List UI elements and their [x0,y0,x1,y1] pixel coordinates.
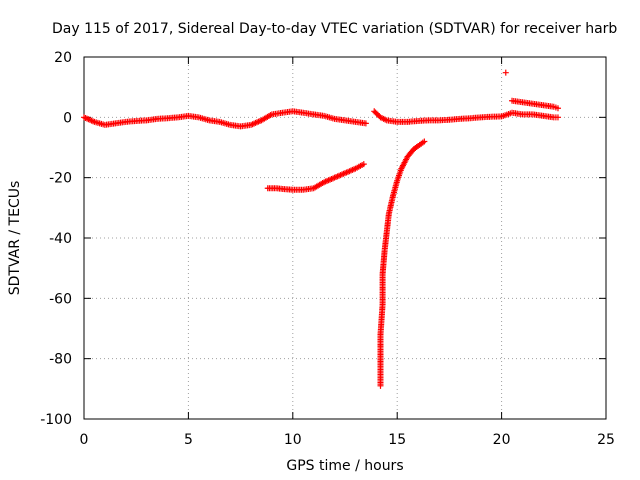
x-tick-label: 0 [80,432,89,448]
data-point [360,161,367,168]
series-trace-after-drop [371,108,561,125]
x-tick-label: 10 [284,432,302,448]
series-trace-drop [377,138,428,389]
ticks: 0 5 10 15 20 25 -100 -80 -60 -40 -20 0 20 [40,50,615,448]
y-tick-label: 20 [54,50,72,66]
x-tick-label: 5 [184,432,193,448]
x-tick-label: 20 [493,432,511,448]
data-point [554,114,561,121]
series-outlier [502,69,509,76]
x-tick-label: 25 [597,432,615,448]
y-tick-label: -100 [40,412,72,428]
data-point [554,105,561,112]
data-point [502,69,509,76]
chart-title: Day 115 of 2017, Sidereal Day-to-day VTE… [52,21,617,37]
data-points [81,69,561,389]
y-tick-label: -40 [49,231,72,247]
series-trace-upper [509,97,561,112]
x-tick-label: 15 [388,432,406,448]
data-point [362,120,369,127]
series-trace-mid [264,161,367,193]
series-trace-near-zero [81,108,369,130]
y-tick-label: -60 [49,291,72,307]
y-tick-label: 0 [63,110,72,126]
y-axis-label: SDTVAR / TECUs [7,181,23,296]
x-axis-label: GPS time / hours [286,458,403,474]
y-tick-label: -80 [49,352,72,368]
y-tick-label: -20 [49,171,72,187]
data-point [421,138,428,145]
